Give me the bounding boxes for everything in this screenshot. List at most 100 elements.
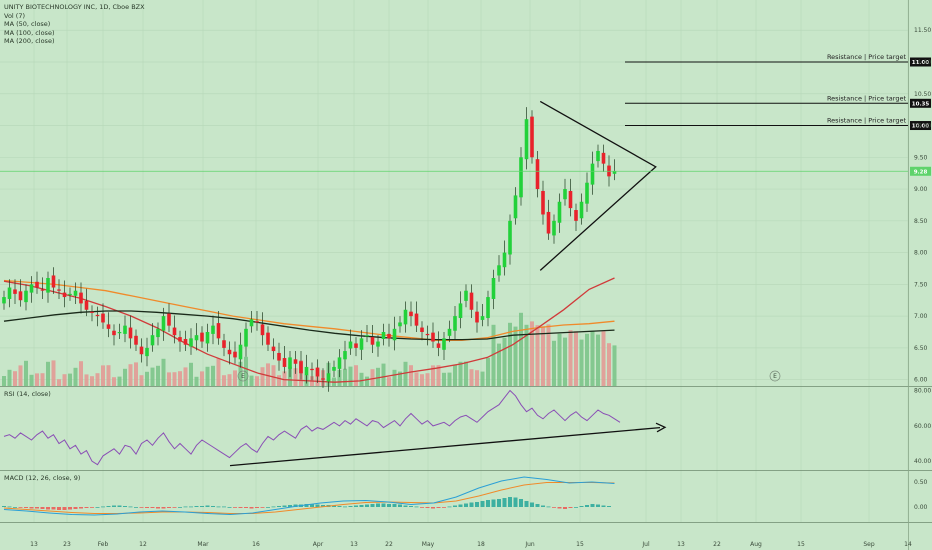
indicator-volume[interactable]: Vol (7) <box>4 11 25 20</box>
volume-bar <box>508 322 512 386</box>
volume-bar <box>101 365 105 386</box>
indicator-ma100[interactable]: MA (100, close) <box>4 28 55 37</box>
volume-bar <box>436 365 441 386</box>
volume-bar <box>552 340 556 386</box>
macd-histogram-bar <box>46 507 50 510</box>
candle-body <box>145 347 149 357</box>
candle-body <box>211 325 215 334</box>
macd-histogram-bar <box>458 504 463 507</box>
volume-bar <box>178 371 182 386</box>
volume-bar <box>442 372 446 386</box>
price-tick: 10.00 <box>914 123 931 130</box>
candle-body <box>497 265 501 276</box>
candle-body <box>271 346 276 352</box>
volume-bar <box>18 365 23 386</box>
macd-histogram-bar <box>475 502 479 507</box>
volume-bar <box>409 365 413 386</box>
volume-bar <box>403 361 408 386</box>
volume-bar <box>35 373 39 386</box>
candle-body <box>227 349 232 355</box>
volume-bar <box>590 330 595 386</box>
indicator-ma200[interactable]: MA (200, close) <box>4 37 55 46</box>
time-tick: Aug <box>750 541 762 548</box>
candle-body <box>123 325 127 334</box>
macd-histogram-bar <box>2 506 6 507</box>
macd-histogram-bar <box>607 506 611 507</box>
candle-body <box>579 201 584 219</box>
candle-body <box>282 358 287 367</box>
macd-histogram-bar <box>348 506 353 507</box>
volume-bar <box>541 326 545 386</box>
candle-body <box>35 281 39 288</box>
volume-bar <box>486 357 490 386</box>
candle-body <box>95 314 100 317</box>
volume-bar <box>211 365 215 386</box>
candle-body <box>222 340 226 348</box>
macd-histogram-bar <box>233 507 237 508</box>
volume-bar <box>480 371 485 386</box>
chart-legend: UNITY BIOTECHNOLOGY INC, 1D, Cboe BZX Vo… <box>4 3 145 46</box>
volume-bar <box>524 324 529 386</box>
time-tick: 22 <box>713 541 721 548</box>
macd-histogram-bar <box>365 504 369 507</box>
volume-bar <box>464 361 468 386</box>
volume-bar <box>40 373 45 386</box>
volume-bar <box>535 325 540 386</box>
volume-bar <box>491 324 496 386</box>
candle-body <box>535 159 540 190</box>
ma200-line <box>3 310 615 341</box>
price-tick: 7.50 <box>914 281 928 288</box>
volume-bar <box>414 372 419 386</box>
symbol-title: UNITY BIOTECHNOLOGY INC, 1D, Cboe BZX <box>4 3 145 11</box>
indicator-ma50[interactable]: MA (50, close) <box>4 20 51 29</box>
volume-bar <box>205 366 210 386</box>
volume-bar <box>557 333 562 386</box>
volume-bar <box>579 339 584 386</box>
macd-histogram-bar <box>84 507 89 508</box>
ma100-line <box>3 279 615 341</box>
candle-body <box>348 341 353 349</box>
time-tick: 15 <box>797 541 805 548</box>
candle-body <box>381 332 386 339</box>
candle-body <box>90 311 94 313</box>
volume-bar <box>249 375 254 386</box>
candle-body <box>112 330 116 336</box>
macd-histogram-bar <box>106 506 111 507</box>
time-tick: Apr <box>313 541 324 548</box>
macd-histogram-bar <box>453 505 457 507</box>
candle-body <box>491 278 496 299</box>
rsi-panel-label[interactable]: RSI (14, close) <box>4 390 51 398</box>
candle-body <box>139 346 144 355</box>
volume-bar <box>222 375 226 386</box>
candle-body <box>601 152 606 164</box>
candle-body <box>183 338 188 345</box>
volume-bar <box>431 365 435 386</box>
time-tick: Mar <box>197 541 209 548</box>
current-price-value: 9.28 <box>914 169 928 175</box>
macd-histogram-bar <box>431 507 435 509</box>
candle-body <box>244 328 248 347</box>
time-tick: Jul <box>641 541 650 548</box>
candle-body <box>266 332 270 345</box>
macd-panel-label[interactable]: MACD (12, 26, close, 9) <box>4 474 81 482</box>
price-axis: 11.50 11.00 10.50 10.00 9.50 9.00 8.50 8.00 7.50… <box>910 27 931 511</box>
candle-body <box>134 335 138 345</box>
macd-histogram-bar <box>101 506 105 508</box>
volume-bar <box>73 367 78 386</box>
macd-histogram-bar <box>282 505 287 507</box>
candle-body <box>310 368 314 371</box>
candle-body <box>442 338 446 350</box>
macd-histogram-bar <box>95 507 100 508</box>
macd-histogram-bar <box>557 507 562 509</box>
volume-bar <box>513 326 518 386</box>
volume-bars <box>2 312 617 386</box>
candle-body <box>596 150 600 162</box>
volume-bar <box>585 333 589 386</box>
macd-histogram-bar <box>293 504 298 507</box>
volume-bar <box>233 370 237 386</box>
macd-histogram-bar <box>200 506 204 507</box>
candle-body <box>392 328 397 341</box>
volume-bar <box>596 334 600 386</box>
candle-body <box>387 333 391 339</box>
